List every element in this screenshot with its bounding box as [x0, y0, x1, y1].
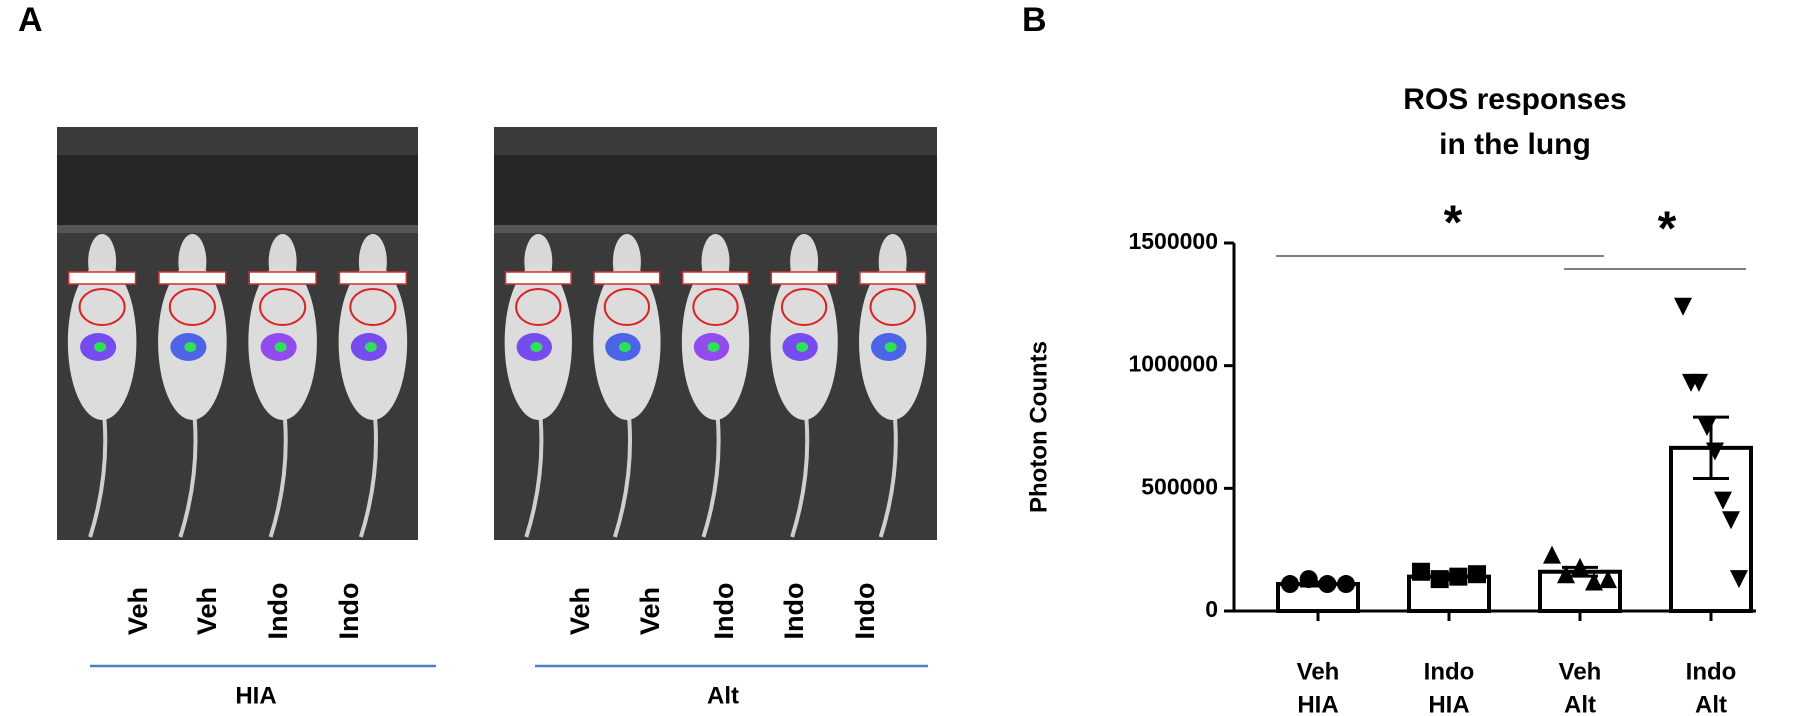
data-point — [1337, 575, 1355, 594]
x-tick-label: Alt — [1695, 691, 1727, 716]
panel-label: B — [1022, 1, 1047, 39]
roi-circle — [259, 288, 307, 326]
y-axis-label: Photon Counts — [1025, 341, 1052, 513]
data-point — [1449, 567, 1468, 586]
x-tick-label: HIA — [1297, 691, 1338, 716]
signal-core — [94, 342, 107, 352]
roi-circle — [780, 288, 828, 326]
mouse-tag — [770, 271, 838, 285]
mouse-tag — [158, 271, 227, 285]
x-tick-label: Alt — [1564, 691, 1596, 716]
mouse-tag — [859, 271, 927, 285]
data-point — [1299, 570, 1318, 589]
data-point — [1674, 297, 1692, 316]
roi-circle — [869, 288, 916, 326]
data-point — [1698, 418, 1716, 436]
imaging-bar — [57, 155, 418, 225]
roi-circle — [78, 288, 126, 326]
data-point — [1585, 572, 1603, 591]
mouse-tag — [593, 271, 661, 285]
roi-circle — [515, 288, 562, 326]
y-tick-label: 0 — [1205, 596, 1218, 622]
roi-circle — [168, 288, 216, 326]
mouse-tag — [681, 271, 750, 285]
roi-circle — [603, 288, 651, 326]
mouse-tag — [504, 271, 572, 285]
data-point — [1730, 570, 1748, 589]
signal-core — [184, 342, 197, 352]
group-label: HIA — [235, 682, 276, 709]
chart-title: ROS responses — [1403, 83, 1626, 116]
lane-label: Indo — [263, 583, 293, 640]
data-point — [1722, 511, 1740, 530]
mouse-tag — [338, 271, 408, 285]
lane-label: Veh — [123, 587, 153, 635]
chart-title: in the lung — [1439, 128, 1591, 161]
lane-label: Indo — [709, 583, 739, 640]
y-tick-label: 1500000 — [1128, 228, 1218, 254]
signal-core — [618, 342, 631, 352]
x-tick-label: Indo — [1424, 658, 1475, 685]
x-tick-label: Indo — [1686, 658, 1737, 685]
data-point — [1412, 562, 1430, 581]
error-bar — [1693, 415, 1729, 481]
significance-label: * — [1658, 203, 1677, 256]
y-tick-label: 1000000 — [1128, 351, 1218, 377]
significance-label: * — [1444, 197, 1463, 250]
data-point — [1690, 373, 1708, 392]
panel-label: A — [18, 1, 43, 39]
mouse-tag — [248, 271, 317, 285]
lane-label: Veh — [635, 587, 665, 635]
signal-core — [274, 342, 287, 352]
signal-core — [707, 342, 720, 352]
lane-label: Indo — [334, 583, 364, 640]
data-point — [1468, 565, 1486, 584]
x-tick-label: HIA — [1428, 691, 1469, 716]
mouse-tag — [67, 271, 137, 285]
data-point — [1543, 545, 1561, 564]
group-label: Alt — [707, 682, 739, 709]
data-point — [1557, 565, 1575, 584]
data-point — [1281, 575, 1299, 594]
signal-core — [884, 342, 897, 352]
lane-label: Indo — [850, 583, 880, 640]
error-bar — [1300, 580, 1336, 588]
data-point — [1318, 575, 1337, 594]
lane-label: Veh — [565, 587, 595, 635]
roi-circle — [349, 288, 397, 326]
imaging-bar-edge — [494, 225, 937, 233]
lane-label: Indo — [779, 583, 809, 640]
y-tick-label: 500000 — [1141, 473, 1218, 499]
x-tick-label: Veh — [1297, 658, 1340, 685]
error-bar — [1431, 572, 1467, 582]
error-bar — [1562, 565, 1598, 578]
imaging-bar-edge — [57, 225, 418, 233]
signal-core — [796, 342, 809, 352]
lane-label: Veh — [192, 587, 222, 635]
data-point — [1599, 570, 1617, 589]
data-point — [1714, 491, 1732, 510]
x-tick-label: Veh — [1559, 658, 1602, 685]
signal-core — [530, 342, 543, 352]
signal-core — [364, 342, 377, 352]
roi-circle — [692, 288, 739, 326]
imaging-bar — [494, 155, 937, 225]
